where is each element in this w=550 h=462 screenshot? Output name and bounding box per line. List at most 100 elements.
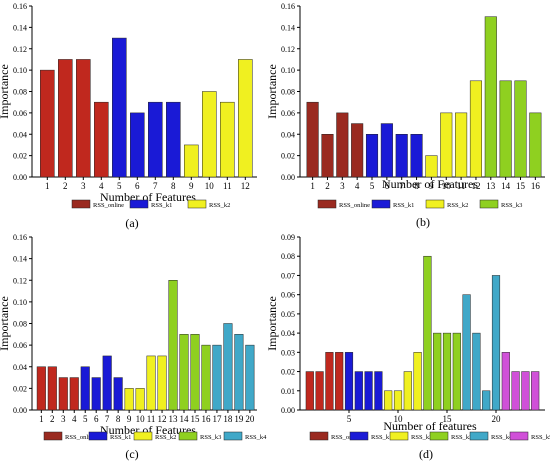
bar-7 <box>396 134 408 177</box>
y-axis-title: Importance <box>265 64 279 119</box>
x-tick-label: 10 <box>205 181 215 191</box>
bar-17 <box>213 345 222 410</box>
x-tick-label: 5 <box>83 414 88 424</box>
bar-4 <box>335 352 343 410</box>
x-tick-label: 5 <box>347 414 352 424</box>
bar-1 <box>307 102 319 177</box>
bar-11 <box>404 372 412 410</box>
legend-swatch <box>430 432 448 440</box>
y-tick-label: 0.04 <box>13 130 27 139</box>
legend-swatch <box>480 200 498 208</box>
y-tick-label: 0.08 <box>13 88 27 97</box>
bar-14 <box>180 334 189 410</box>
bar-14 <box>433 333 441 410</box>
y-tick-label: 0.08 <box>281 88 295 97</box>
legend-label: RSS_k2 <box>155 434 176 441</box>
bar-16 <box>530 113 542 177</box>
y-tick-label: 0.16 <box>13 2 27 11</box>
bar-10 <box>440 113 452 177</box>
bar-7 <box>103 356 112 410</box>
bar-2 <box>316 372 324 410</box>
legend-swatch <box>372 200 390 208</box>
bar-12 <box>470 81 482 177</box>
y-tick-label: 0.01 <box>281 387 295 396</box>
y-tick-label: 0.02 <box>281 152 295 161</box>
legend-label: RSS_k1 <box>371 434 392 441</box>
bar-16 <box>453 333 461 410</box>
x-tick-label: 13 <box>486 181 496 191</box>
bar-6 <box>381 124 393 177</box>
legend-swatch <box>390 432 408 440</box>
bar-3 <box>337 113 349 177</box>
x-tick-label: 4 <box>72 414 77 424</box>
x-axis-title: Number of features <box>383 419 477 433</box>
x-tick-label: 14 <box>501 181 511 191</box>
bar-12 <box>158 356 167 410</box>
y-tick-label: 0.05 <box>281 310 295 319</box>
bar-18 <box>473 333 481 410</box>
x-tick-label: 2 <box>63 181 68 191</box>
bar-19 <box>482 391 490 410</box>
y-tick-label: 0.04 <box>13 363 27 372</box>
bar-6 <box>355 372 363 410</box>
x-tick-label: 3 <box>81 181 86 191</box>
bar-7 <box>148 102 162 177</box>
legend-swatch <box>350 432 368 440</box>
panel-label: (b) <box>416 215 430 229</box>
x-tick-label: 19 <box>234 414 244 424</box>
y-tick-label: 0.10 <box>13 66 27 75</box>
x-tick-label: 4 <box>355 181 360 191</box>
x-tick-label: 20 <box>492 414 502 424</box>
y-tick-label: 0.10 <box>281 66 295 75</box>
legend-label: RSS_online <box>93 202 124 209</box>
bar-1 <box>306 372 314 410</box>
bar-8 <box>166 102 180 177</box>
y-tick-label: 0.00 <box>281 173 295 182</box>
legend-swatch <box>130 200 148 208</box>
bar-8 <box>375 372 383 410</box>
legend-swatch <box>310 432 328 440</box>
bar-20 <box>246 345 255 410</box>
y-tick-label: 0.02 <box>13 384 27 393</box>
x-tick-label: 17 <box>212 414 222 424</box>
bar-15 <box>191 334 200 410</box>
bar-9 <box>125 388 134 410</box>
bar-15 <box>515 81 527 177</box>
y-axis-title: Importance <box>265 296 279 351</box>
bar-3 <box>59 378 68 410</box>
y-tick-label: 0.14 <box>281 23 295 32</box>
legend-label: RSS_k4 <box>245 434 267 441</box>
legend-label: RSS_k1 <box>393 202 414 209</box>
y-tick-label: 0.03 <box>281 348 295 357</box>
bar-2 <box>58 59 72 177</box>
x-tick-label: 3 <box>61 414 66 424</box>
bar-9 <box>184 145 198 177</box>
y-tick-label: 0.09 <box>281 233 295 242</box>
legend-label: RSS_k1 <box>151 202 172 209</box>
legend-swatch <box>44 432 62 440</box>
bar-5 <box>81 367 90 410</box>
legend-swatch <box>318 200 336 208</box>
panel-label: (c) <box>125 447 138 461</box>
x-tick-label: 11 <box>223 181 232 191</box>
legend-swatch <box>470 432 488 440</box>
bar-8 <box>114 378 123 410</box>
legend-label: RSS_k2 <box>209 202 230 209</box>
panel-label: (a) <box>125 216 138 230</box>
bar-22 <box>512 372 520 410</box>
legend-swatch <box>72 200 90 208</box>
bar-7 <box>365 372 373 410</box>
x-tick-label: 18 <box>223 414 233 424</box>
y-tick-label: 0.04 <box>281 329 295 338</box>
y-tick-label: 0.07 <box>281 271 295 280</box>
bar-21 <box>502 352 510 410</box>
y-tick-label: 0.12 <box>13 45 27 54</box>
bar-1 <box>37 367 46 410</box>
legend-swatch <box>179 432 197 440</box>
bar-23 <box>522 372 530 410</box>
legend-label: RSS_k3 <box>451 434 472 441</box>
x-tick-label: 6 <box>94 414 99 424</box>
panel-label: (d) <box>419 447 433 461</box>
x-tick-label: 16 <box>201 414 211 424</box>
